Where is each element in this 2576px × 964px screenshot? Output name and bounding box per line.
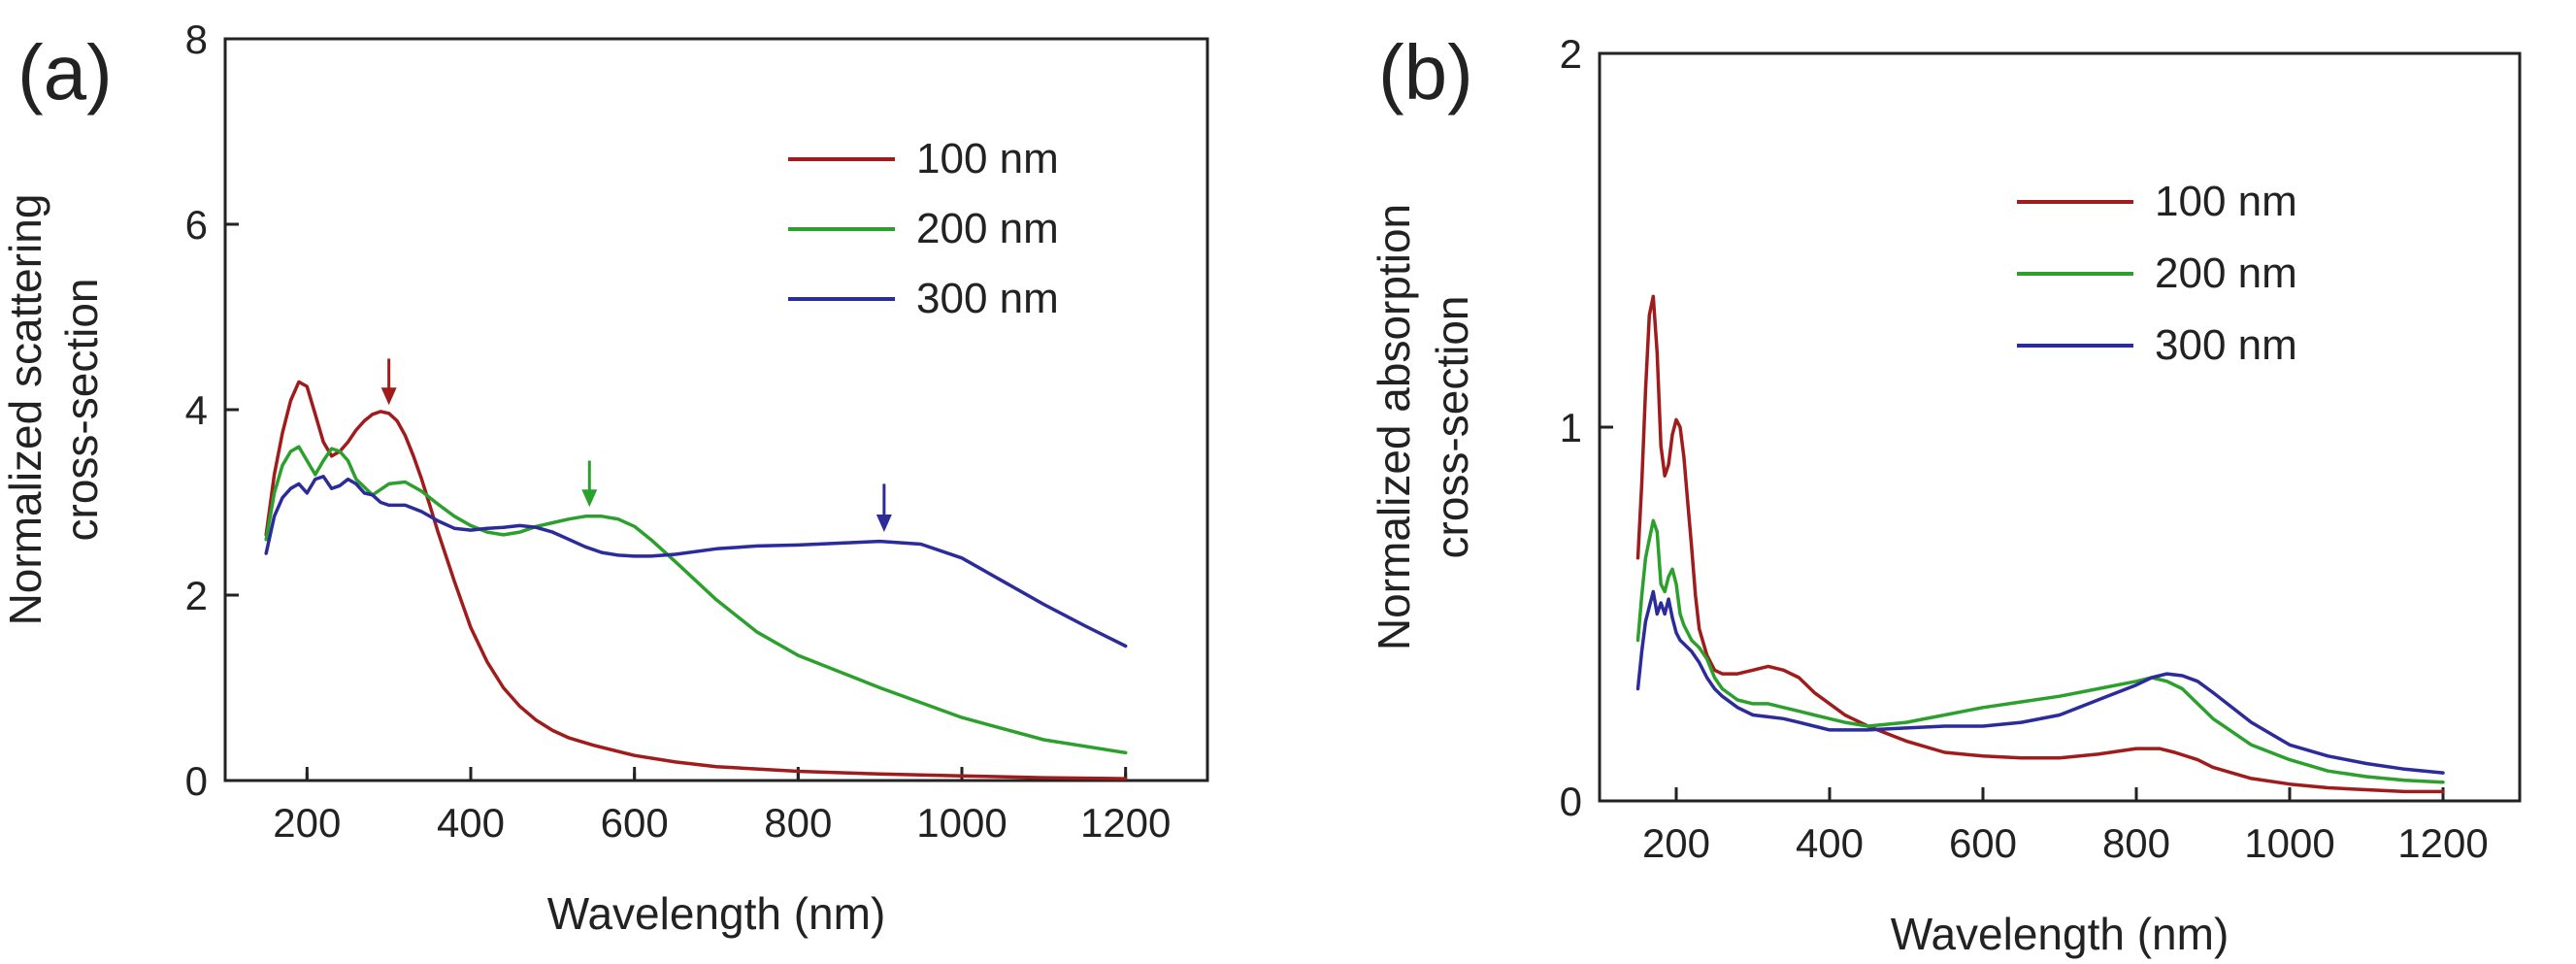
panel-b-series-100-nm-line — [1635, 294, 2445, 794]
panel-b-x-tick-label: 800 — [2102, 820, 2170, 866]
panel-b-legend-label: 100 nm — [2155, 178, 2297, 225]
panel-a-y-axis-title-line-1: Normalized scattering — [0, 194, 50, 626]
panel-a-y-tick-label: 4 — [185, 387, 208, 433]
panel-b-x-tick-label: 400 — [1796, 820, 1864, 866]
panel-a-x-axis-title: Wavelength (nm) — [547, 888, 886, 939]
panel-b-plot-frame — [1598, 51, 2522, 803]
panel-a-annotations — [380, 358, 892, 533]
panel-b-y-tick-label: 1 — [1560, 405, 1582, 450]
panel-b-x-tick-label: 200 — [1642, 820, 1710, 866]
panel-b-legend: 100 nm 200 nm 300 nm — [2017, 178, 2297, 369]
panel-a-y-tick-label: 2 — [185, 573, 208, 618]
panel-a-y-tick-label: 0 — [185, 758, 208, 804]
panel-b-x-axis-title: Wavelength (nm) — [1891, 909, 2229, 959]
panel-a-y-tick-label: 8 — [185, 17, 208, 62]
panel-a-label: (a) — [17, 29, 113, 116]
panel-b-y-axis-title-line-2: cross-section — [1427, 296, 1477, 559]
panel-b-legend-label: 200 nm — [2155, 249, 2297, 297]
panel-a-legend: 100 nm 200 nm 300 nm — [788, 135, 1059, 322]
panel-a-x-tick-label: 1200 — [1080, 800, 1171, 846]
panel-a-y-axis-title-line-2: cross-section — [56, 279, 107, 542]
panel-a-series-100-nm-line — [264, 380, 1128, 781]
peak-arrow-icon — [581, 460, 598, 508]
panel-b-absorption: (b) 200 400 600 800 1000 1200 0 1 2 Wavelength (… — [1369, 29, 2522, 959]
panel-a-x-tick-label: 800 — [764, 800, 832, 846]
panel-a-series-300-nm-line — [264, 475, 1128, 648]
panel-b-x-tick-label: 1000 — [2244, 820, 2334, 866]
panel-b-x-tick-label: 1200 — [2397, 820, 2488, 866]
panel-a-series — [264, 380, 1128, 781]
peak-arrow-icon — [875, 483, 892, 533]
panel-a-series-200-nm-line — [264, 445, 1128, 755]
panel-a-y-tick-label: 6 — [185, 202, 208, 248]
panel-b-series-300-nm-line — [1635, 589, 2445, 775]
panel-a-axis-ticks: 200 400 600 800 1000 1200 0 2 4 6 8 — [185, 17, 1172, 846]
panel-b-y-axis-title-line-1: Normalized absorption — [1369, 204, 1419, 650]
panel-b-legend-label: 300 nm — [2155, 321, 2297, 369]
panel-b-y-tick-label: 0 — [1560, 779, 1582, 824]
panel-b-axis-ticks: 200 400 600 800 1000 1200 0 1 2 — [1560, 31, 2489, 866]
panel-b-series — [1635, 294, 2445, 794]
panel-a-legend-label: 300 nm — [916, 275, 1059, 322]
panel-a-x-tick-label: 600 — [601, 800, 669, 846]
panel-b-y-tick-label: 2 — [1560, 31, 1582, 77]
panel-a-plot-frame — [223, 37, 1209, 782]
panel-a-x-tick-label: 200 — [273, 800, 341, 846]
panel-a-legend-label: 200 nm — [916, 205, 1059, 252]
panel-a-scattering: (a) 200 400 600 800 1000 1200 0 2 4 6 8 Wavelength… — [0, 17, 1209, 939]
panel-b-series-200-nm-line — [1635, 518, 2445, 784]
panel-a-x-tick-label: 1000 — [916, 800, 1007, 846]
peak-arrow-icon — [380, 358, 397, 406]
panel-b-label: (b) — [1378, 29, 1473, 116]
panel-b-x-tick-label: 600 — [1949, 820, 2017, 866]
panel-a-x-tick-label: 400 — [437, 800, 505, 846]
panel-a-legend-label: 100 nm — [916, 135, 1059, 183]
